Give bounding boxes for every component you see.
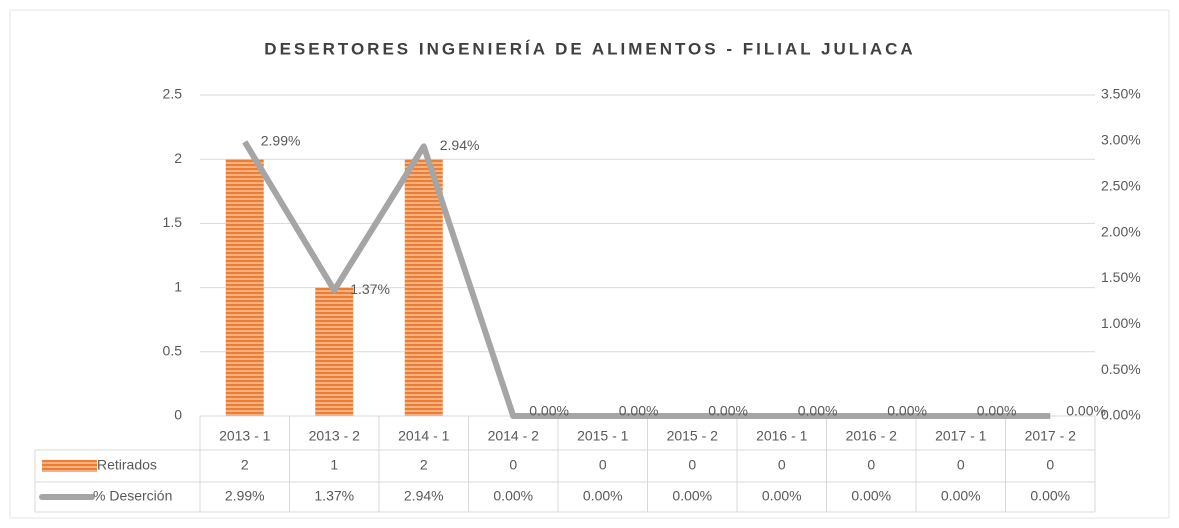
x-tick-label: 2013 - 1: [219, 428, 271, 444]
y2-tick-label: 1.50%: [1101, 269, 1141, 285]
line: [242, 140, 1051, 419]
data-label: 0.00%: [1066, 403, 1106, 419]
legend-key: [42, 460, 97, 472]
y-tick-label: 1.5: [163, 214, 183, 230]
y-tick-label: 2.5: [163, 86, 183, 102]
legend-label: Retirados: [97, 457, 157, 473]
table-cell: 1: [330, 457, 338, 473]
table-cell: 0.00%: [493, 488, 533, 504]
x-tick-label: 2014 - 2: [488, 428, 540, 444]
table-cell: 1.37%: [314, 488, 354, 504]
table-cell: 0: [688, 457, 696, 473]
data-label: 0.00%: [887, 403, 927, 419]
data-label: 0.00%: [619, 403, 659, 419]
y-tick-label: 1: [174, 278, 182, 294]
x-tick-label: 2015 - 2: [667, 428, 719, 444]
bar: [404, 159, 443, 416]
y2-tick-label: 3.50%: [1101, 86, 1141, 102]
table-cell: 0: [599, 457, 607, 473]
data-label: 0.00%: [977, 403, 1017, 419]
table-cell: 0.00%: [851, 488, 891, 504]
table-cell: 2: [420, 457, 428, 473]
table-cell: 2.99%: [225, 488, 265, 504]
y2-tick-label: 2.50%: [1101, 177, 1141, 193]
table-cell: 0.00%: [1030, 488, 1070, 504]
table-cell: 0.00%: [672, 488, 712, 504]
x-tick-label: 2015 - 1: [577, 428, 629, 444]
table-cell: 0: [1046, 457, 1054, 473]
y2-tick-label: 0.00%: [1101, 407, 1141, 423]
data-label: 0.00%: [529, 403, 569, 419]
table-cell: 0: [957, 457, 965, 473]
data-label: 2.99%: [261, 132, 301, 148]
chart-frame: [9, 9, 1170, 519]
y-tick-label: 0.5: [163, 343, 183, 359]
y-tick-label: 2: [174, 150, 182, 166]
y2-tick-label: 1.00%: [1101, 315, 1141, 331]
data-label: 0.00%: [798, 403, 838, 419]
x-tick-label: 2016 - 2: [846, 428, 898, 444]
x-tick-label: 2016 - 1: [756, 428, 808, 444]
y2-tick-label: 0.50%: [1101, 361, 1141, 377]
table-cell: 2: [241, 457, 249, 473]
table-cell: 0: [778, 457, 786, 473]
y2-tick-label: 2.00%: [1101, 223, 1141, 239]
table-cell: 0.00%: [762, 488, 802, 504]
x-tick-label: 2014 - 1: [398, 428, 450, 444]
x-tick-label: 2013 - 2: [309, 428, 361, 444]
x-tick-label: 2017 - 1: [935, 428, 987, 444]
table-cell: 0.00%: [583, 488, 623, 504]
y-tick-label: 0: [174, 407, 182, 423]
data-label: 2.94%: [440, 137, 480, 153]
table-cell: 0.00%: [941, 488, 981, 504]
data-label: 0.00%: [708, 403, 748, 419]
table-cell: 0: [867, 457, 875, 473]
table-cell: 2.94%: [404, 488, 444, 504]
y2-tick-label: 3.00%: [1101, 132, 1141, 148]
bar: [225, 159, 264, 416]
chart-title: DESERTORES INGENIERÍA DE ALIMENTOS - FIL…: [264, 39, 915, 58]
data-label: 1.37%: [350, 281, 390, 297]
bar: [315, 287, 354, 416]
table-cell: 0: [509, 457, 517, 473]
legend-label: % Deserción: [93, 488, 172, 504]
x-tick-label: 2017 - 2: [1025, 428, 1077, 444]
